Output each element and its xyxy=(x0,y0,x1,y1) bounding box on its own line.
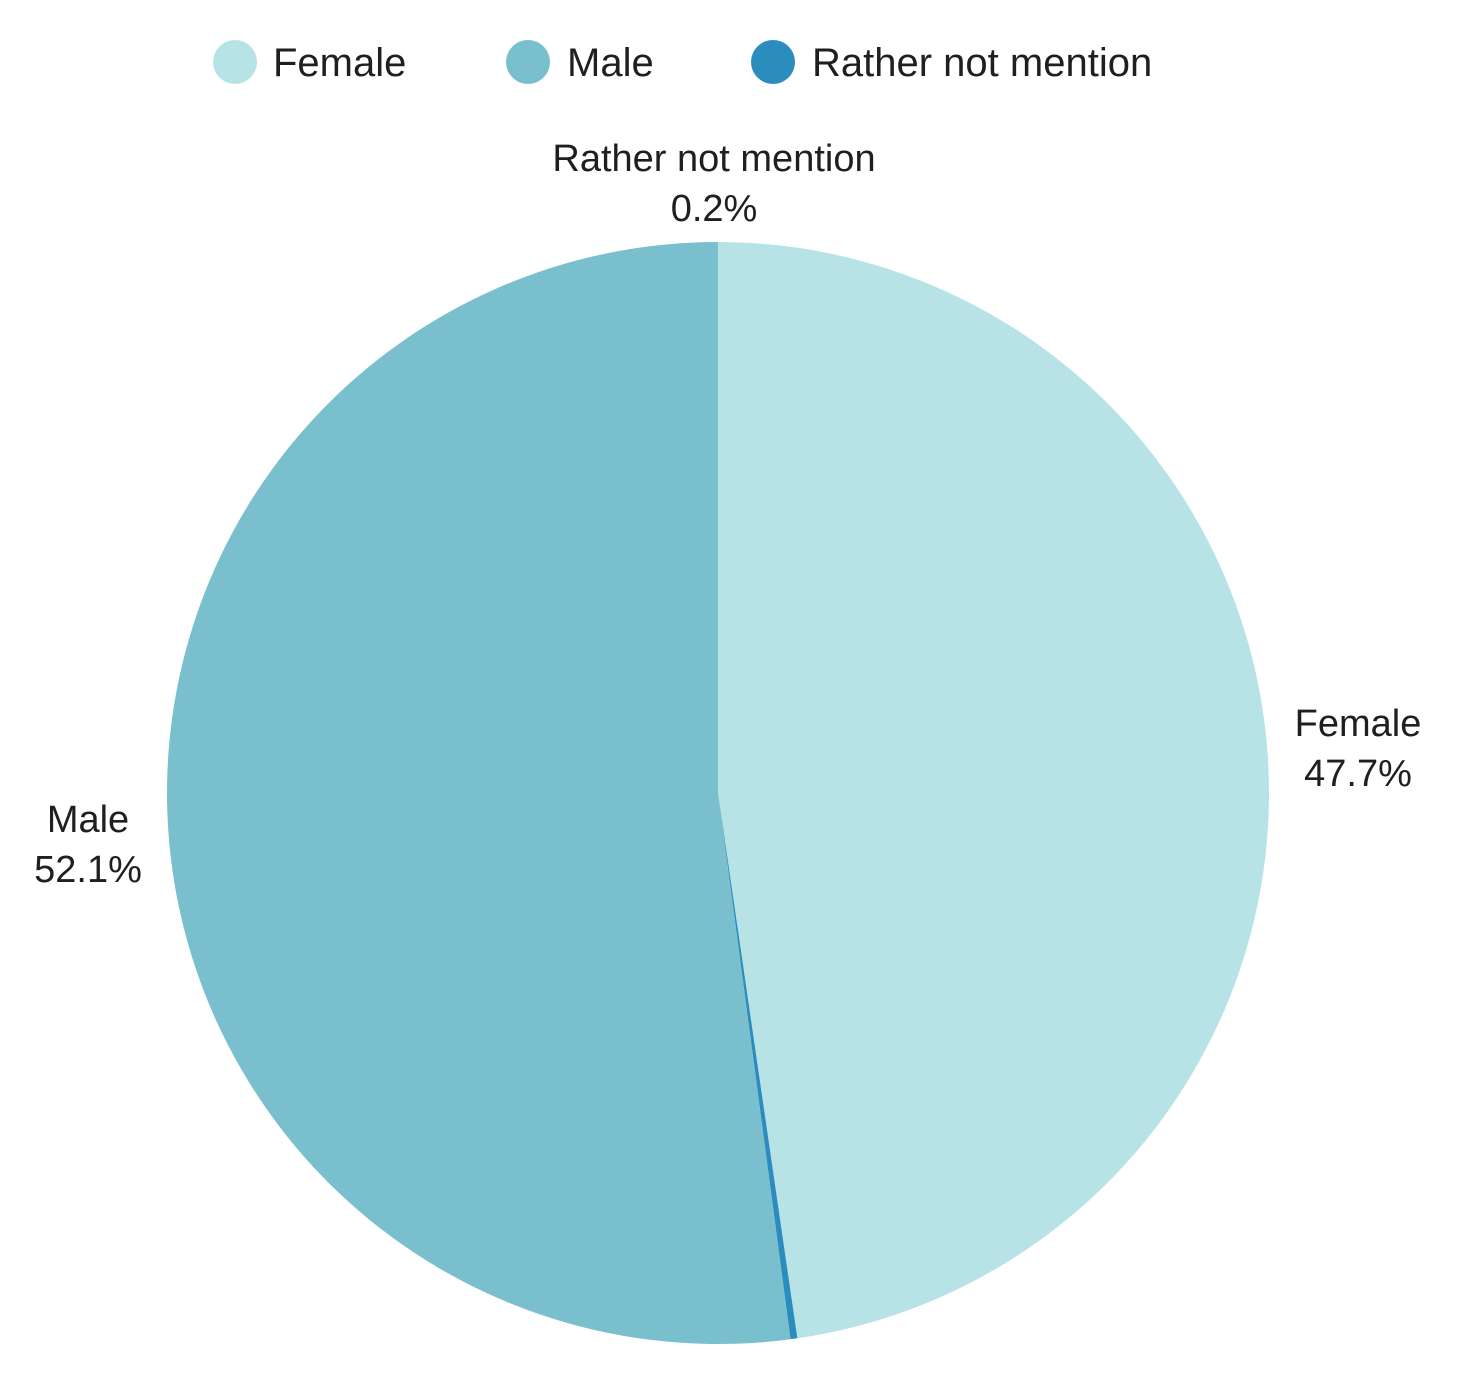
slice-labels: Rather not mention 0.2% Female 47.7% Mal… xyxy=(34,138,1421,891)
pie-slice-rather-not-mention[interactable] xyxy=(718,793,798,1340)
legend: Female Male Rather not mention xyxy=(213,40,1152,85)
pie-slice-male[interactable] xyxy=(166,242,791,1344)
legend-item-rather-not-mention[interactable]: Rather not mention xyxy=(751,40,1152,85)
legend-swatch-rather-not-mention xyxy=(751,40,795,84)
legend-label-female: Female xyxy=(273,41,406,85)
slice-label-male-name: Male xyxy=(47,799,129,841)
slice-label-rather-not-mention-value: 0.2% xyxy=(671,188,758,230)
legend-swatch-female xyxy=(213,40,257,84)
legend-item-female[interactable]: Female xyxy=(213,40,406,85)
slice-label-rather-not-mention-name: Rather not mention xyxy=(552,138,875,180)
slice-label-male-value: 52.1% xyxy=(34,849,142,891)
legend-label-rather-not-mention: Rather not mention xyxy=(812,41,1152,85)
slice-label-female-value: 47.7% xyxy=(1304,753,1412,795)
pie-slice-female[interactable] xyxy=(718,242,1270,1339)
pie-slices xyxy=(166,242,1270,1344)
legend-swatch-male xyxy=(506,40,550,84)
legend-label-male: Male xyxy=(567,41,654,85)
legend-item-male[interactable]: Male xyxy=(506,40,654,85)
slice-label-female-name: Female xyxy=(1295,703,1422,745)
